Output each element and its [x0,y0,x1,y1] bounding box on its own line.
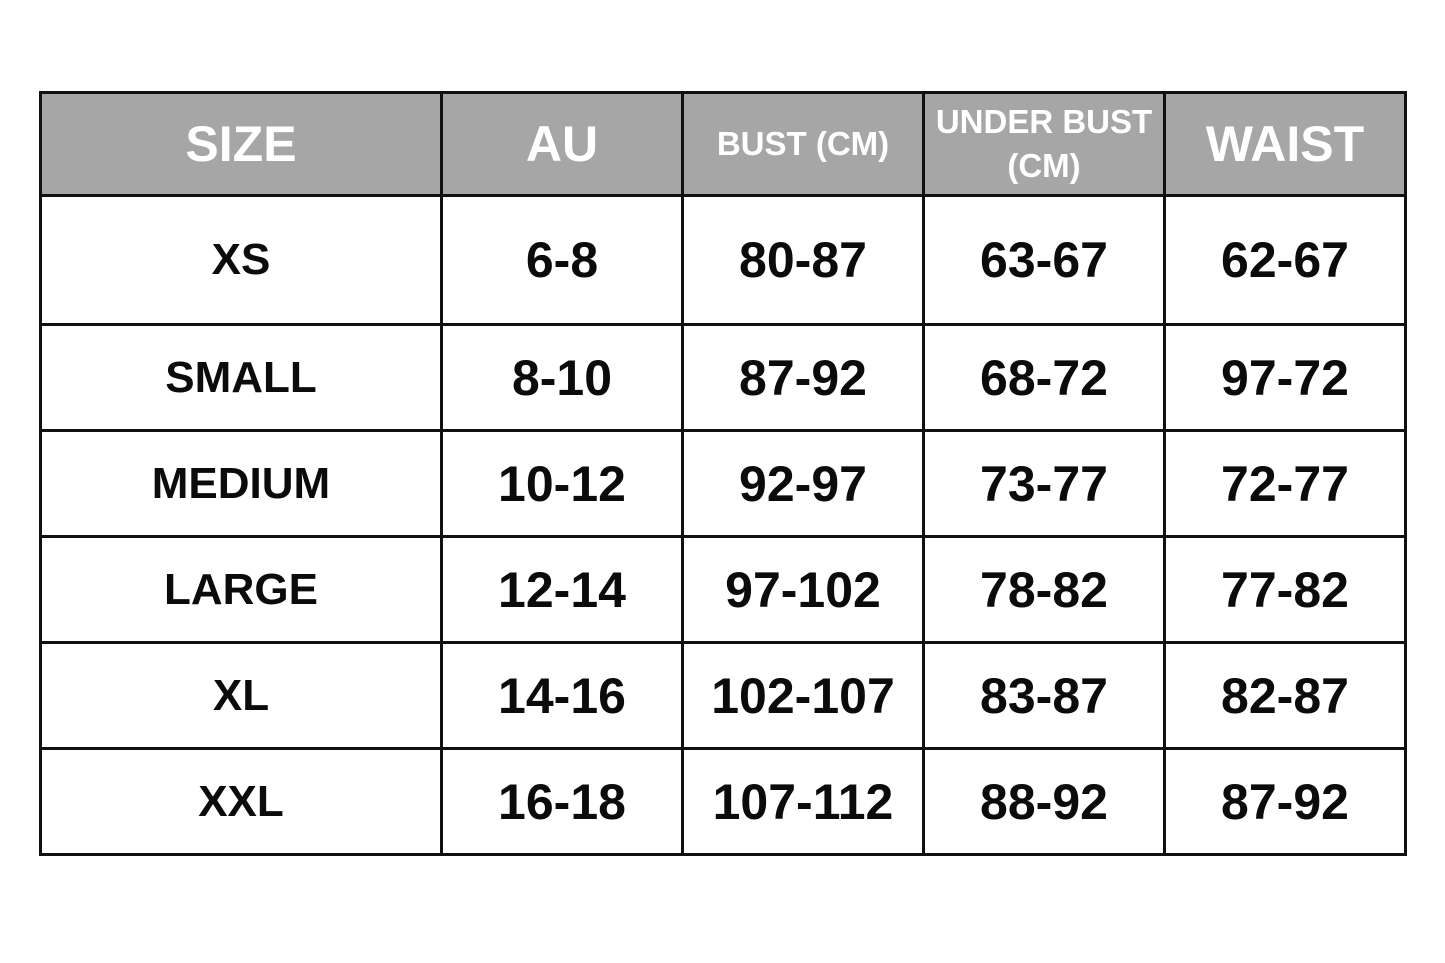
size-chart-table: SIZE AU BUST (CM) UNDER BUST (CM) WAIST X… [39,91,1407,856]
cell-bust: 107-112 [681,747,925,856]
header-under-bust-line2: (CM) [1007,147,1081,184]
table-row: XS 6-8 80-87 63-67 62-67 [39,194,1407,326]
cell-under-bust: 68-72 [922,323,1166,432]
cell-size: XL [39,641,443,750]
cell-waist: 87-92 [1163,747,1407,856]
cell-size: XS [39,194,443,326]
table-row: XL 14-16 102-107 83-87 82-87 [39,641,1407,750]
cell-au: 16-18 [440,747,684,856]
cell-under-bust: 78-82 [922,535,1166,644]
cell-size: MEDIUM [39,429,443,538]
header-size: SIZE [39,91,443,197]
cell-au: 8-10 [440,323,684,432]
cell-au: 14-16 [440,641,684,750]
table-row: SMALL 8-10 87-92 68-72 97-72 [39,323,1407,432]
cell-au: 10-12 [440,429,684,538]
cell-au: 6-8 [440,194,684,326]
cell-waist: 72-77 [1163,429,1407,538]
cell-waist: 62-67 [1163,194,1407,326]
cell-bust: 102-107 [681,641,925,750]
table-row: XXL 16-18 107-112 88-92 87-92 [39,747,1407,856]
header-bust: BUST (CM) [681,91,925,197]
table-row: LARGE 12-14 97-102 78-82 77-82 [39,535,1407,644]
cell-waist: 77-82 [1163,535,1407,644]
header-under-bust-line1: UNDER BUST [935,103,1153,140]
header-row: SIZE AU BUST (CM) UNDER BUST (CM) WAIST [39,91,1407,197]
cell-waist: 97-72 [1163,323,1407,432]
header-under-bust: UNDER BUST (CM) [922,91,1166,197]
cell-au: 12-14 [440,535,684,644]
cell-under-bust: 83-87 [922,641,1166,750]
cell-size: XXL [39,747,443,856]
cell-under-bust: 63-67 [922,194,1166,326]
table-row: MEDIUM 10-12 92-97 73-77 72-77 [39,429,1407,538]
header-au: AU [440,91,684,197]
cell-bust: 92-97 [681,429,925,538]
cell-bust: 87-92 [681,323,925,432]
cell-bust: 97-102 [681,535,925,644]
cell-size: LARGE [39,535,443,644]
header-waist: WAIST [1163,91,1407,197]
cell-under-bust: 88-92 [922,747,1166,856]
cell-under-bust: 73-77 [922,429,1166,538]
cell-size: SMALL [39,323,443,432]
cell-bust: 80-87 [681,194,925,326]
cell-waist: 82-87 [1163,641,1407,750]
